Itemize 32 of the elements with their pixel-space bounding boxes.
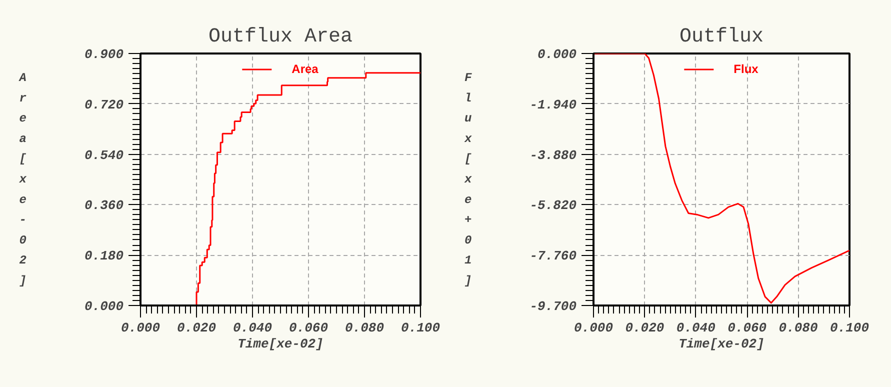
chart-title: Outflux xyxy=(679,26,764,48)
x-tick-label: 0.060 xyxy=(288,320,328,336)
x-tick-label: 0.000 xyxy=(574,320,614,336)
y-tick-label: -3.880 xyxy=(530,148,577,163)
y-tick-label: 0.720 xyxy=(84,97,124,112)
y-tick-label: 0.180 xyxy=(84,248,124,264)
y-tick-label: -5.820 xyxy=(530,198,577,214)
legend-label: Flux xyxy=(734,62,758,76)
text: Flux[xe+01] xyxy=(464,71,472,288)
y-tick-label: -9.700 xyxy=(530,299,577,314)
y-tick-label: -7.760 xyxy=(530,248,577,264)
x-axis-title: Time[xe-02] xyxy=(238,336,324,352)
text: Area[xe-02] xyxy=(19,71,26,288)
x-tick-label: 0.040 xyxy=(676,320,716,336)
x-axis-title: Time[xe-02] xyxy=(678,336,764,352)
x-tick-label: 0.080 xyxy=(778,320,818,336)
y-tick-label: 0.000 xyxy=(537,47,577,62)
y-tick-label: -1.940 xyxy=(530,97,577,112)
y-tick-label: 0.900 xyxy=(84,47,124,62)
y-tick-label: 0.000 xyxy=(84,299,124,314)
y-tick-label: 0.360 xyxy=(84,198,124,214)
legend-label: Area xyxy=(292,62,318,76)
x-tick-label: 0.000 xyxy=(120,320,160,336)
x-tick-label: 0.060 xyxy=(728,320,767,336)
x-tick-label: 0.040 xyxy=(232,320,272,336)
x-tick-label: 0.080 xyxy=(344,320,384,336)
x-tick-label: 0.100 xyxy=(830,320,870,336)
x-tick-label: 0.020 xyxy=(625,320,664,336)
x-tick-label: 0.020 xyxy=(176,320,216,336)
chart-title: Outflux Area xyxy=(208,26,353,48)
x-tick-label: 0.100 xyxy=(400,320,440,336)
y-tick-label: 0.540 xyxy=(84,148,124,163)
